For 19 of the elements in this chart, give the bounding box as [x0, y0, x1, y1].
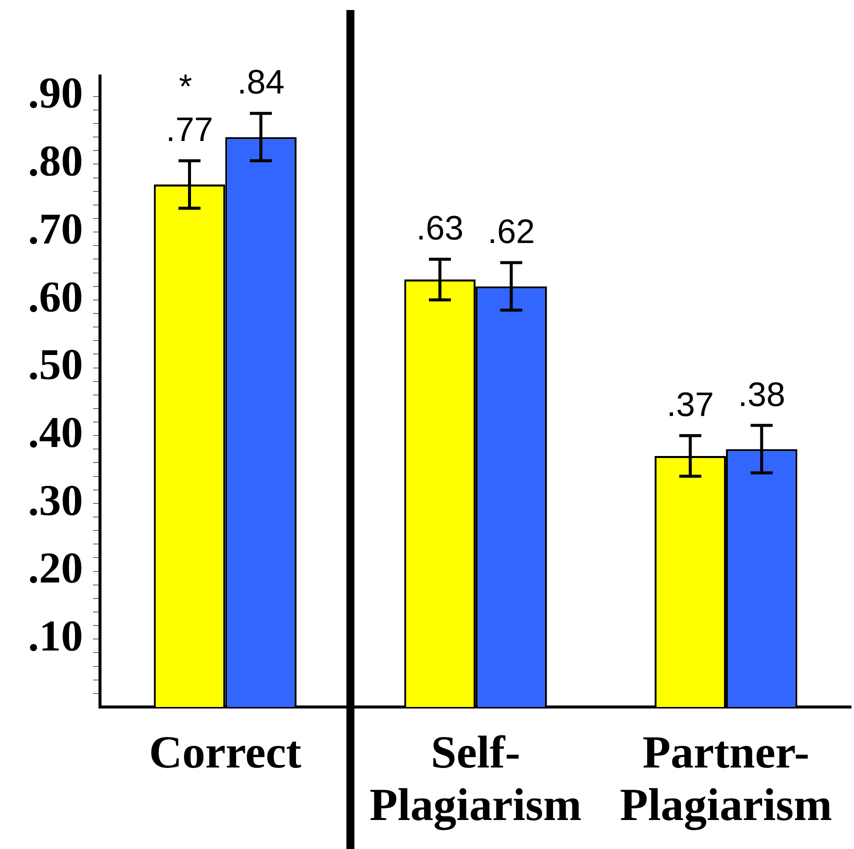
x-tick-label: Correct — [149, 726, 302, 778]
data-label: .37 — [666, 386, 714, 424]
data-label: .62 — [488, 212, 535, 251]
x-tick-label: Self-Plagiarism — [370, 726, 582, 832]
data-label: .77 — [166, 111, 214, 150]
x-tick-label: Partner-Plagiarism — [620, 726, 832, 832]
y-tick-label: .30 — [28, 476, 83, 525]
data-label: .38 — [738, 376, 786, 414]
y-tick-label: .70 — [28, 204, 83, 254]
y-tick-label: .60 — [28, 272, 83, 322]
y-tick-label: .90 — [28, 68, 83, 118]
annotation: * — [178, 68, 192, 106]
y-tick-label: .40 — [28, 408, 83, 457]
data-label: .63 — [416, 210, 464, 248]
y-tick-label: .80 — [28, 136, 83, 186]
y-tick-label: .10 — [28, 612, 83, 661]
data-label: .84 — [237, 64, 285, 102]
y-tick-label: .20 — [28, 544, 83, 593]
y-tick-label: .50 — [28, 340, 83, 390]
